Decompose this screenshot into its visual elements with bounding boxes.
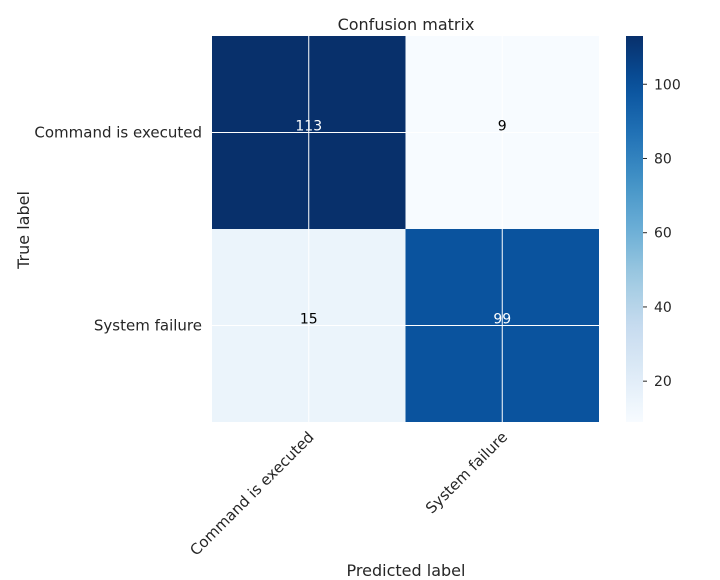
y-axis-label: True label [14,191,33,270]
colorbar-tick-label: 80 [654,151,672,167]
colorbar [626,36,643,422]
colorbar-tick-label: 20 [654,374,672,390]
chart-title: Confusion matrix [338,15,475,34]
x-tick-labels: Command is executed System failure [186,428,511,559]
colorbar-tick-label: 40 [654,300,672,316]
cell-value-labels: 113 9 15 99 [295,119,511,328]
cell-value-label: 9 [498,119,507,135]
cell-value-label: 99 [493,312,511,328]
cell-value-label: 15 [300,312,318,328]
colorbar-ticks: 20 40 60 80 100 [643,77,681,390]
y-tick-labels: Command is executed System failure [34,124,202,335]
y-tick-label: System failure [94,317,202,335]
x-tick-label: Command is executed [186,428,317,559]
gridlines [212,36,599,422]
x-tick-label: System failure [422,428,511,517]
cell-value-label: 113 [295,119,322,135]
heatmap-cells [212,36,599,422]
x-axis-label: Predicted label [347,561,466,576]
colorbar-tick-label: 60 [654,226,672,242]
colorbar-tick-label: 100 [654,77,681,93]
y-tick-label: Command is executed [34,124,202,142]
